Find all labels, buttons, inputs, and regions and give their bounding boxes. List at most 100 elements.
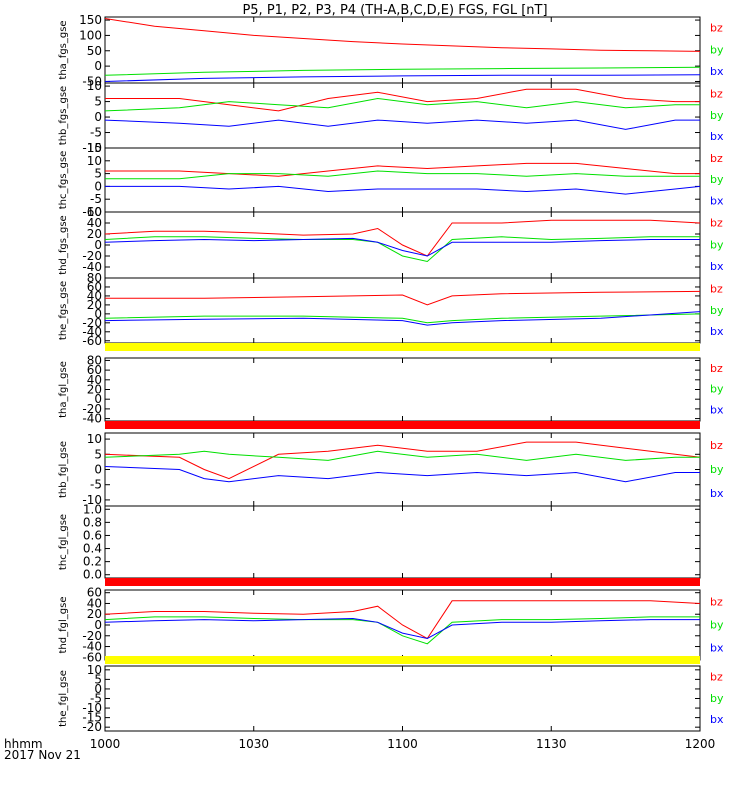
legend-by: by <box>710 109 724 122</box>
panel-frame <box>104 665 701 732</box>
panel-frame <box>104 147 701 213</box>
legend-by: by <box>710 304 724 317</box>
legend-bz: bz <box>710 152 723 165</box>
ytick-label: 10 <box>87 154 102 168</box>
panel-ylabel: thd_fgl_gse <box>58 597 69 654</box>
ytick-label: 5 <box>94 167 102 181</box>
legend-by: by <box>710 43 724 56</box>
ytick-label: -60 <box>82 650 102 664</box>
ytick-label: 0 <box>94 307 102 321</box>
legend-bz: bz <box>710 22 723 35</box>
ytick-label: 60 <box>87 363 102 377</box>
panel-ylabel: the_fgl_gse <box>58 670 69 727</box>
ytick-label: -20 <box>82 402 102 416</box>
time-format-label: hhmm <box>4 737 43 751</box>
ytick-label: -5 <box>90 692 102 706</box>
ytick-label: 100 <box>79 28 102 42</box>
panel-ylabel: thc_fgl_gse <box>58 514 69 570</box>
legend-bz: bz <box>710 595 723 608</box>
series-bx <box>104 74 701 82</box>
series-bz <box>104 441 701 480</box>
series-bx <box>104 311 701 326</box>
panel-thb_fgl_gse: 105 0-5-10 thb_fgl_gse bz by bx <box>58 432 724 507</box>
separator-bar <box>105 656 700 664</box>
panel-ylabel: thb_fgs_gse <box>58 86 69 145</box>
separator-bar <box>105 421 700 429</box>
series-by <box>104 450 700 461</box>
panel-frame <box>104 82 701 149</box>
panel-ylabel: thb_fgl_gse <box>58 441 69 498</box>
ytick-label: 60 <box>87 205 102 219</box>
ytick-label: -60 <box>82 334 102 348</box>
ytick-label: 0.8 <box>83 515 102 529</box>
series-by <box>104 313 701 324</box>
series-by <box>104 66 701 76</box>
ytick-label: 0.0 <box>83 568 102 582</box>
series-bz <box>105 162 700 177</box>
legend-bx: bx <box>710 325 724 338</box>
panel-ylabel: tha_fgl_gse <box>58 361 69 418</box>
xtick-label: 1130 <box>536 737 567 751</box>
ytick-label: 50 <box>87 44 102 58</box>
ytick-label: 10 <box>87 79 102 93</box>
ytick-label: 150 <box>79 13 102 27</box>
series-bx <box>104 617 700 640</box>
ytick-label: 40 <box>87 373 102 387</box>
ytick-label: 0.6 <box>83 528 102 542</box>
ytick-label: 20 <box>87 383 102 397</box>
ytick-label: -10 <box>82 205 102 219</box>
legend-bx: bx <box>710 65 724 78</box>
ytick-label: 1.0 <box>83 502 102 516</box>
legend-bx: bx <box>710 260 724 273</box>
panel-ylabel: thd_fgs_gse <box>58 215 69 274</box>
legend-bx: bx <box>710 642 724 655</box>
ytick-label: -40 <box>82 325 102 339</box>
ytick-label: -20 <box>82 720 102 734</box>
ytick-label: 60 <box>87 586 102 600</box>
ytick-label: -40 <box>82 260 102 274</box>
ytick-label: -20 <box>82 629 102 643</box>
series-by <box>105 170 700 180</box>
ytick-label: 0 <box>94 59 102 73</box>
xtick-label: 1200 <box>685 737 716 751</box>
legend-bz: bz <box>710 439 723 452</box>
ytick-label: 10 <box>87 432 102 446</box>
ytick-label: -20 <box>82 316 102 330</box>
xtick-label: 1030 <box>238 737 269 751</box>
legend-bz: bz <box>710 362 723 375</box>
panel-frame <box>104 432 701 507</box>
ytick-label: 80 <box>87 353 102 367</box>
ytick-label: 80 <box>87 271 102 285</box>
panel-thc_fgl_gse: 1.00.80.60.40.20.0 thc_fgl_gse <box>58 502 701 586</box>
ytick-label: 0 <box>94 618 102 632</box>
ytick-label: 40 <box>87 216 102 230</box>
legend-by: by <box>710 173 724 186</box>
series-bz <box>105 290 701 306</box>
panel-ylabel: tha_fgs_gse <box>58 20 69 79</box>
series-bx <box>105 185 701 195</box>
separator-bar <box>105 343 700 351</box>
legend-by: by <box>710 619 724 632</box>
ytick-label: 0 <box>94 463 102 477</box>
legend-bz: bz <box>710 670 723 683</box>
series-bx <box>104 119 700 130</box>
series-by <box>104 616 700 645</box>
ytick-label: -50 <box>82 74 102 88</box>
ytick-label: 0 <box>94 179 102 193</box>
xtick-label: 1000 <box>90 737 121 751</box>
xtick-label: 1100 <box>387 737 418 751</box>
ytick-label: 10 <box>87 663 102 677</box>
ytick-label: 40 <box>87 596 102 610</box>
ytick-label: 5 <box>94 447 102 461</box>
date-label: 2017 Nov 21 <box>4 748 81 762</box>
ytick-label: 20 <box>87 298 102 312</box>
ytick-label: 0.4 <box>83 542 102 556</box>
legend-by: by <box>710 238 724 251</box>
legend-bz: bz <box>710 282 723 295</box>
panel-ylabel: thc_fgs_gse <box>58 151 69 210</box>
